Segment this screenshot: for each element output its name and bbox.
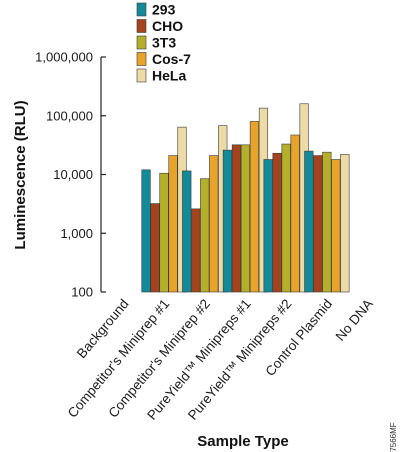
y-axis-title: Luminescence (RLU) xyxy=(12,100,29,249)
x-axis-title: Sample Type xyxy=(197,433,288,450)
bars xyxy=(141,103,350,293)
legend-swatch xyxy=(136,68,147,83)
bar xyxy=(141,169,151,293)
y-tick-label: 100,000 xyxy=(46,108,93,123)
bar xyxy=(340,154,350,293)
bar xyxy=(209,155,219,293)
bar xyxy=(313,155,323,293)
bar xyxy=(182,170,192,293)
y-tick-label: 10,000 xyxy=(53,167,93,182)
bar xyxy=(240,144,251,293)
y-axis xyxy=(100,56,106,293)
legend-label: Cos-7 xyxy=(152,51,191,67)
bar xyxy=(200,178,210,293)
bar xyxy=(281,143,291,293)
bar xyxy=(263,159,273,293)
bar xyxy=(222,149,233,293)
y-tick-label: 1,000,000 xyxy=(35,50,93,65)
bar xyxy=(168,155,178,293)
legend-label: HeLa xyxy=(152,68,186,84)
bar xyxy=(331,159,341,293)
bar xyxy=(272,152,282,293)
bar xyxy=(191,208,201,293)
bar xyxy=(159,172,169,293)
legend-label: 293 xyxy=(152,2,176,18)
bar xyxy=(249,121,260,293)
bar xyxy=(304,150,314,293)
y-tick-label: 100 xyxy=(71,285,93,300)
x-tick-label: No DNA xyxy=(333,296,376,344)
legend-label: 3T3 xyxy=(152,35,176,51)
legend-swatch xyxy=(136,2,147,17)
legend-swatch xyxy=(136,19,147,33)
figure-code: 7566MF xyxy=(389,422,398,451)
y-tick-labels: 100 1,000 10,000 100,000 1,000,000 xyxy=(35,50,93,300)
legend-label: CHO xyxy=(152,18,183,34)
y-tick-label: 1,000 xyxy=(60,226,93,241)
bar xyxy=(290,134,300,293)
bar xyxy=(231,144,242,293)
bar xyxy=(322,151,332,293)
legend-swatch xyxy=(136,35,147,50)
legend-swatch xyxy=(136,52,147,66)
bar xyxy=(150,203,160,293)
